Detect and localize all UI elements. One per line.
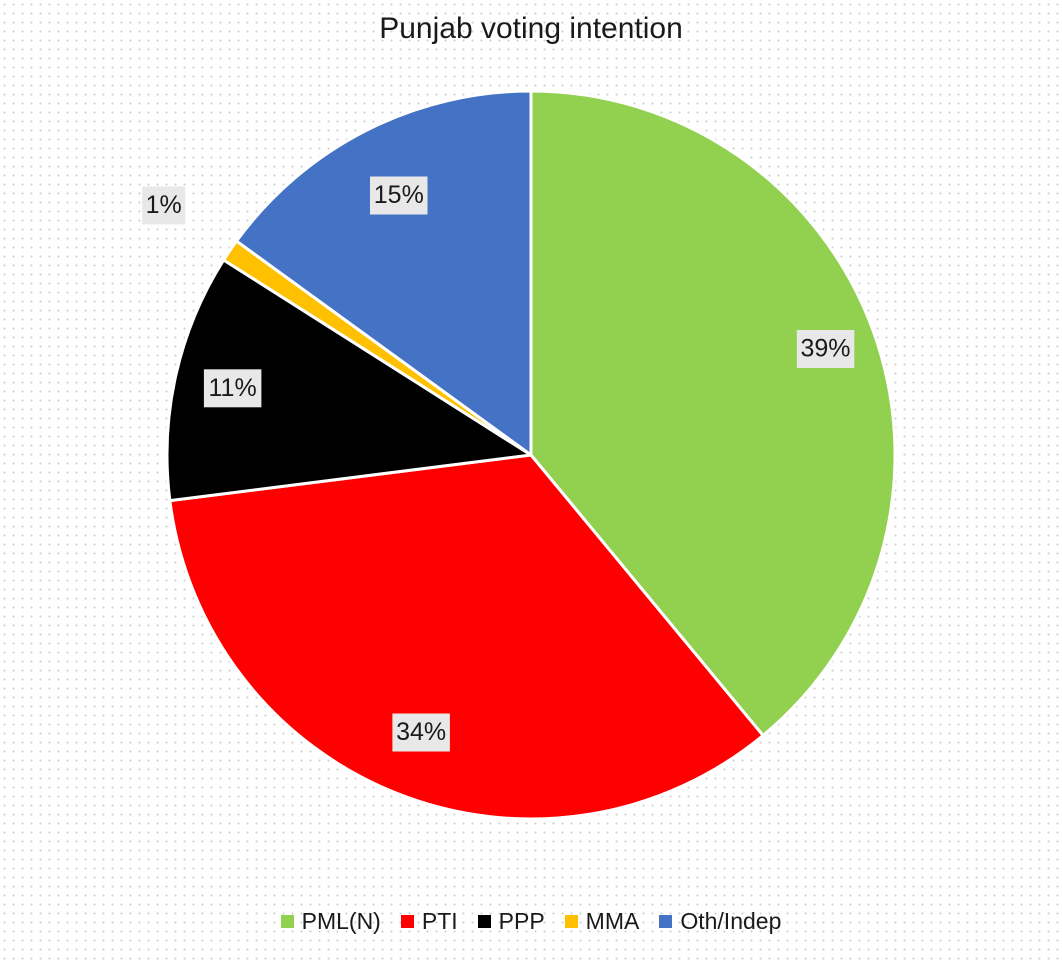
- chart-title: Punjab voting intention: [379, 12, 683, 45]
- data-label-text-pti: 34%: [396, 718, 446, 746]
- pie-chart: 39% 34% 11% 1% 15%: [142, 89, 897, 821]
- legend-label-pmln: PML(N): [301, 908, 381, 934]
- data-label-text-ppp: 11%: [209, 374, 257, 402]
- legend-item-pti: PTI: [400, 908, 458, 935]
- legend-swatch-ppp: [477, 915, 491, 928]
- data-label-box-ppp: [203, 369, 262, 408]
- data-label-ppp: 11%: [203, 369, 262, 408]
- legend-label-mma: MMA: [585, 908, 640, 934]
- legend-item-pmln: PML(N): [280, 908, 381, 935]
- legend-label-oth-indep: Oth/Indep: [680, 908, 782, 934]
- legend-swatch-pmln: [280, 915, 294, 928]
- legend-item-ppp: PPP: [477, 908, 545, 935]
- data-label-box-mma: [142, 186, 186, 225]
- data-label-oth-indep: 15%: [370, 176, 428, 215]
- data-label-pti: 34%: [392, 713, 450, 752]
- legend-swatch-mma: [564, 915, 578, 928]
- pie-slice-oth-indep: [235, 89, 533, 457]
- legend-item-oth-indep: Oth/Indep: [659, 908, 781, 935]
- legend-item-mma: MMA: [564, 908, 640, 935]
- data-label-text-pml-n: 39%: [800, 335, 850, 363]
- data-label-mma: 1%: [142, 186, 186, 225]
- legend: PML(N) PTI PPP MMA Oth/Indep: [0, 908, 1062, 935]
- legend-swatch-pti: [400, 915, 414, 928]
- pie-slice-pml-n: [529, 89, 897, 737]
- pie-slice-ppp: [165, 258, 533, 503]
- legend-swatch-oth-indep: [659, 915, 673, 928]
- data-label-text-oth-indep: 15%: [374, 181, 424, 209]
- data-label-text-mma: 1%: [146, 191, 182, 219]
- data-label-box-pml-n: [796, 330, 855, 368]
- data-label-box-oth-indep: [370, 176, 428, 215]
- pie-slice-pti: [168, 453, 765, 821]
- data-label-pml-n: 39%: [796, 330, 855, 368]
- data-label-box-pti: [392, 713, 450, 752]
- legend-label-pti: PTI: [421, 908, 458, 934]
- legend-label-ppp: PPP: [498, 908, 545, 934]
